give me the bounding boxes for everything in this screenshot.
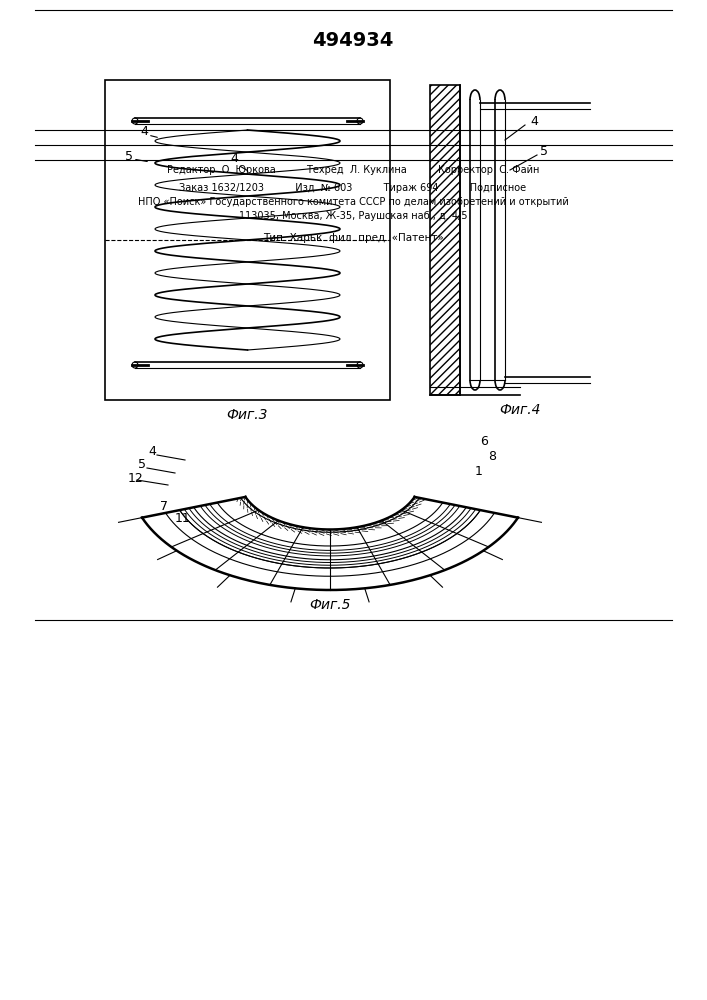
- Text: Заказ 1632/1203          Изд. № 603          Тираж 694          Подписное: Заказ 1632/1203 Изд. № 603 Тираж 694 Под…: [180, 183, 527, 193]
- Text: 5: 5: [138, 458, 146, 471]
- Text: НПО «Поиск» Государственного комитета СССР по делам изобретений и открытий: НПО «Поиск» Государственного комитета СС…: [138, 197, 568, 207]
- Text: 7: 7: [160, 500, 168, 513]
- Text: 1: 1: [475, 465, 483, 478]
- Text: Редактор  О. Юркова          Техред  Л. Куклина          Корректор  С. Файн: Редактор О. Юркова Техред Л. Куклина Кор…: [167, 165, 539, 175]
- Polygon shape: [430, 85, 460, 395]
- Text: 4: 4: [140, 125, 148, 138]
- Text: Фиг.4: Фиг.4: [499, 403, 541, 417]
- Text: 113035, Москва, Ж-35, Раушская наб., д. 4/5: 113035, Москва, Ж-35, Раушская наб., д. …: [239, 211, 467, 221]
- Text: 8: 8: [488, 450, 496, 463]
- Text: Фиг.3: Фиг.3: [227, 408, 268, 422]
- Text: Тип. Харьк. фил. пред. «Патент»: Тип. Харьк. фил. пред. «Патент»: [262, 233, 443, 243]
- Text: 5: 5: [540, 145, 548, 158]
- Text: 6: 6: [480, 435, 488, 448]
- Text: 4: 4: [530, 115, 538, 128]
- Text: 4: 4: [230, 152, 238, 165]
- Text: 4: 4: [148, 445, 156, 458]
- Text: 494934: 494934: [312, 30, 394, 49]
- Text: 11: 11: [175, 512, 191, 525]
- Text: 5: 5: [125, 150, 133, 163]
- Text: Фиг.5: Фиг.5: [309, 598, 351, 612]
- Text: 12: 12: [128, 472, 144, 485]
